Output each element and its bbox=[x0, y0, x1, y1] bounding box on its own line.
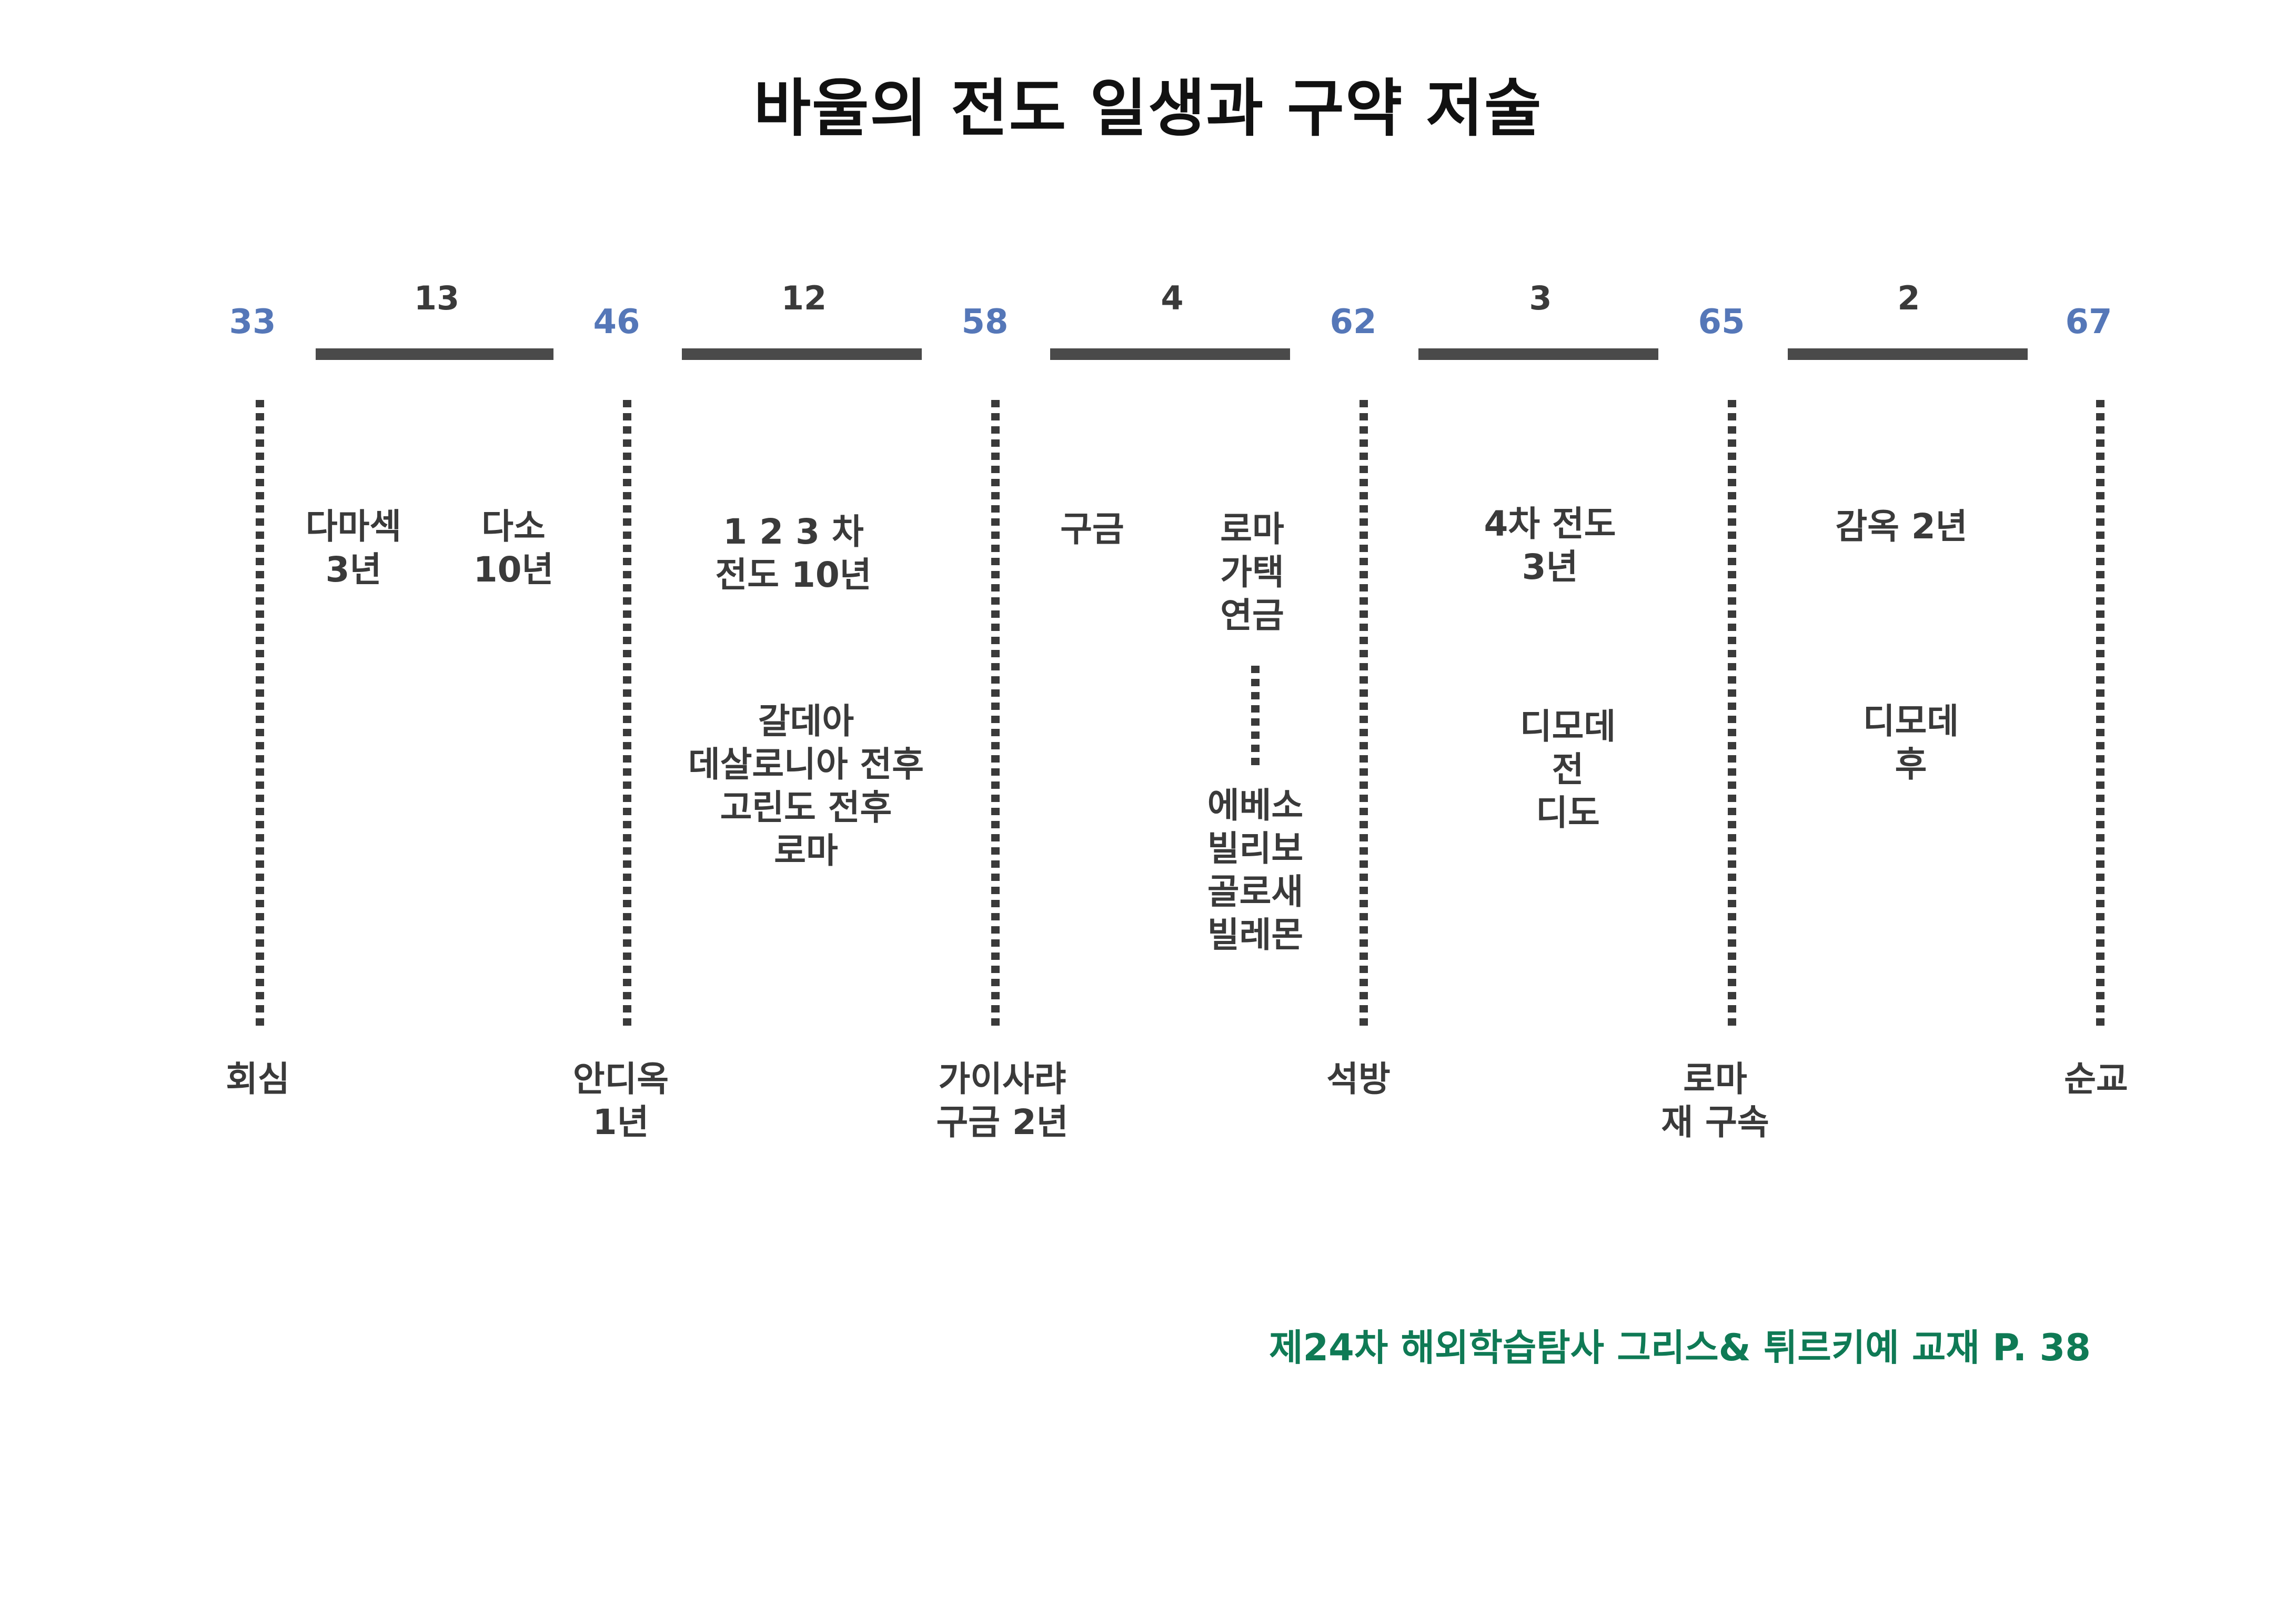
year-label-65: 65 bbox=[1698, 303, 1745, 342]
year-label-33: 33 bbox=[229, 303, 276, 342]
duration-label-3: 4 bbox=[1161, 279, 1184, 317]
dotted-separator-6 bbox=[2096, 400, 2104, 1031]
dotted-separator-4 bbox=[1360, 400, 1368, 1031]
duration-label-5: 2 bbox=[1897, 279, 1920, 317]
note-prison: 감옥 2년 bbox=[1835, 506, 1968, 547]
note-mission-4: 4차 전도 3년 bbox=[1484, 504, 1616, 587]
year-label-62: 62 bbox=[1330, 303, 1377, 342]
note-missions-123: 1 2 3 차 전도 10년 bbox=[715, 512, 872, 595]
note-tarsus: 다소 10년 bbox=[473, 506, 554, 590]
dotted-separator-3 bbox=[991, 400, 1000, 1031]
duration-bar-5 bbox=[1788, 348, 2028, 360]
note-rome-house: 로마 가택 연금 bbox=[1220, 509, 1284, 636]
dotted-connector-rome bbox=[1251, 666, 1260, 771]
duration-label-2: 12 bbox=[781, 279, 827, 317]
note-letters-4: 디모데 후 bbox=[1862, 701, 1959, 785]
duration-label-1: 13 bbox=[414, 279, 460, 317]
event-antioch: 안디옥 1년 bbox=[572, 1059, 669, 1142]
note-letters-3: 디모데 전 디도 bbox=[1519, 706, 1616, 833]
event-caesarea: 가이사랴 구금 2년 bbox=[936, 1059, 1069, 1142]
event-conversion: 회심 bbox=[226, 1059, 290, 1099]
dotted-separator-5 bbox=[1728, 400, 1736, 1031]
duration-bar-3 bbox=[1050, 348, 1290, 360]
year-label-46: 46 bbox=[593, 303, 640, 342]
dotted-separator-1 bbox=[256, 400, 264, 1031]
duration-label-4: 3 bbox=[1529, 279, 1552, 317]
source-caption: 제24차 해외학습탐사 그리스& 튀르키예 교재 P. 38 bbox=[1269, 1326, 2091, 1369]
duration-bar-4 bbox=[1418, 348, 1658, 360]
page-title: 바울의 전도 일생과 구약 저술 bbox=[753, 72, 1543, 145]
duration-bar-1 bbox=[316, 348, 553, 360]
year-label-67: 67 bbox=[2065, 303, 2112, 342]
dotted-separator-2 bbox=[623, 400, 631, 1031]
event-martyrdom: 순교 bbox=[2064, 1059, 2128, 1099]
note-letters-1: 갈데아 데살로니아 전후 고린도 전후 로마 bbox=[688, 701, 924, 871]
note-letters-2: 에베소 빌리보 골로새 빌레몬 bbox=[1207, 785, 1304, 955]
note-damascus: 다마섹 3년 bbox=[305, 506, 402, 590]
note-custody: 구금 bbox=[1060, 509, 1124, 549]
event-release: 석방 bbox=[1326, 1059, 1391, 1099]
duration-bar-2 bbox=[682, 348, 922, 360]
event-rome-rearrest: 로마 재 구속 bbox=[1661, 1059, 1769, 1142]
year-label-58: 58 bbox=[961, 303, 1009, 342]
